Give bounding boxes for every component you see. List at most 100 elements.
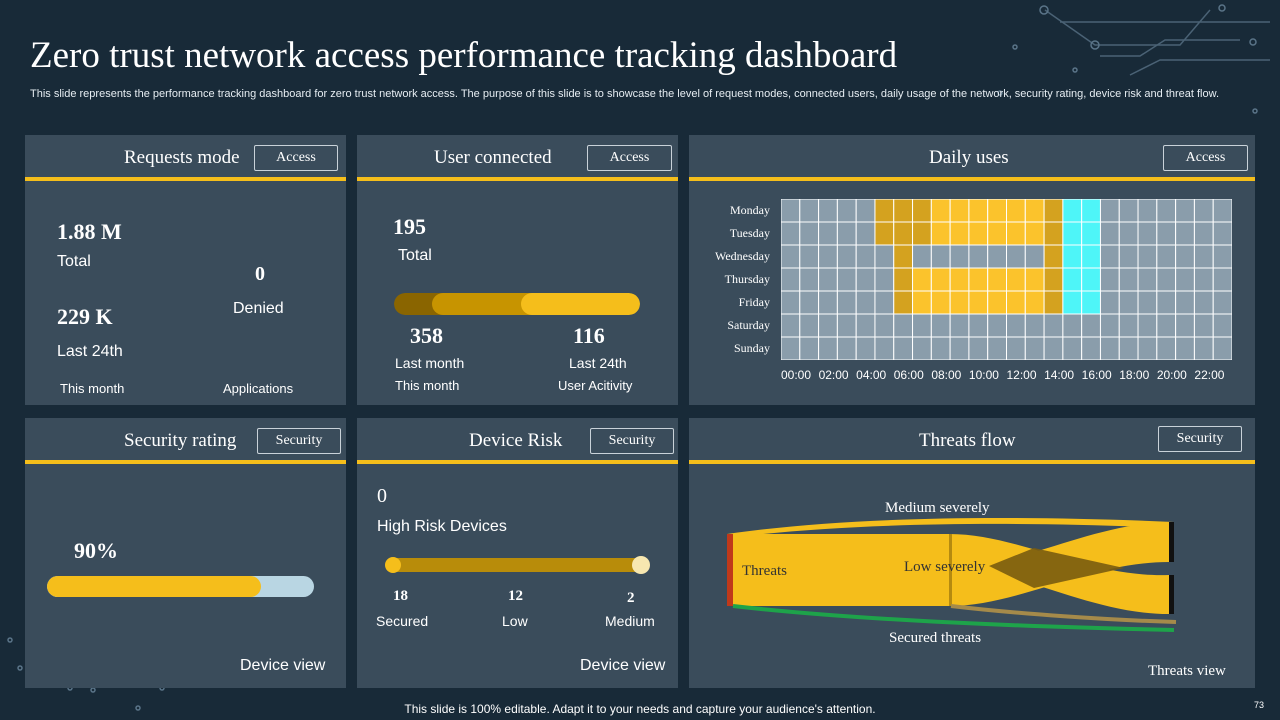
last24-users-value: 116	[573, 323, 605, 348]
heatmap-cell	[855, 336, 876, 360]
heatmap-cell	[1043, 336, 1064, 360]
access-button[interactable]: Access	[1163, 145, 1248, 171]
heatmap-cell	[1212, 313, 1232, 338]
heatmap-cell	[949, 290, 970, 315]
heatmap-cell	[1024, 221, 1045, 246]
heatmap-cell	[1118, 313, 1139, 338]
device-view-label[interactable]: Device view	[580, 657, 666, 674]
heatmap-cell	[799, 313, 820, 338]
heatmap-cell	[1006, 199, 1026, 223]
heatmap-cell	[1043, 199, 1064, 223]
slider-end-handle[interactable]	[632, 556, 650, 574]
heatmap-cell	[1193, 199, 1214, 223]
heatmap-cell	[855, 244, 876, 269]
heatmap-cell	[1062, 199, 1083, 223]
heatmap-cell	[855, 313, 876, 338]
heatmap-cell	[1081, 221, 1101, 246]
heatmap-cell	[930, 267, 951, 292]
heatmap-cell	[1024, 313, 1045, 338]
heatmap-cell	[818, 244, 838, 269]
heatmap-cell	[1175, 336, 1195, 360]
heatmap-hour-label: 06:00	[893, 368, 924, 382]
heatmap-cell	[1024, 336, 1045, 360]
medium-value: 2	[627, 590, 635, 606]
low-flow-overlap	[989, 548, 1124, 588]
security-button[interactable]: Security	[590, 428, 674, 454]
panel-header: User connected Access	[357, 135, 678, 181]
access-button[interactable]: Access	[254, 145, 338, 171]
threats-source-label: Threats	[742, 563, 787, 579]
heatmap-cell	[781, 199, 801, 223]
panel-title: User connected	[434, 147, 552, 168]
heatmap-cell	[949, 199, 970, 223]
heatmap-cell	[1081, 267, 1101, 292]
secured-flow-green	[732, 604, 1175, 632]
heatmap-cell	[781, 267, 801, 292]
heatmap-cell	[836, 221, 857, 246]
threats-view-label[interactable]: Threats view	[1148, 663, 1226, 679]
heatmap-cell	[930, 290, 951, 315]
footer-note: This slide is 100% editable. Adapt it to…	[404, 702, 876, 716]
heatmap-cell	[836, 290, 857, 315]
heatmap-cell	[912, 313, 932, 338]
heatmap-cell	[1175, 313, 1195, 338]
heatmap-cell	[949, 336, 970, 360]
heatmap-cell	[949, 221, 970, 246]
heatmap-cell	[1043, 290, 1064, 315]
heatmap-cell	[799, 221, 820, 246]
heatmap-day-label: Friday	[738, 295, 770, 309]
secured-value: 18	[393, 588, 408, 604]
panel-header: Requests mode Access	[25, 135, 346, 181]
threats-flow-panel: Threats flow Security Threats Medium sev…	[689, 418, 1255, 688]
access-button[interactable]: Access	[587, 145, 672, 171]
heatmap-cell	[1193, 221, 1214, 246]
heatmap-cell	[1043, 221, 1064, 246]
medium-target-node	[1169, 522, 1174, 562]
heatmap-cell	[930, 313, 951, 338]
total-users-value: 195	[393, 214, 426, 239]
heatmap-cell	[912, 267, 932, 292]
last24-requests-value: 229 K	[57, 304, 113, 329]
heatmap-cell	[1156, 199, 1177, 223]
heatmap-cell	[1175, 244, 1195, 269]
heatmap-cell	[1006, 221, 1026, 246]
low-severely-label: Low severely	[904, 559, 986, 575]
heatmap-cell	[836, 244, 857, 269]
heatmap-cell	[1137, 336, 1158, 360]
panel-header: Daily uses Access	[689, 135, 1255, 181]
heatmap-cell	[781, 290, 801, 315]
heatmap-cell	[1156, 336, 1177, 360]
heatmap-cell	[1118, 336, 1139, 360]
high-risk-value: 0	[377, 485, 387, 507]
heatmap-hour-label: 20:00	[1156, 368, 1187, 382]
heatmap-cell	[1024, 199, 1045, 223]
heatmap-hour-label: 08:00	[931, 368, 962, 382]
medium-severely-label: Medium severely	[885, 500, 990, 516]
heatmap-cell	[818, 267, 838, 292]
heatmap-cell	[1137, 244, 1158, 269]
denied-value: 0	[255, 263, 265, 285]
heatmap-cell	[1081, 244, 1101, 269]
heatmap-cell	[1175, 199, 1195, 223]
heatmap-cell	[968, 267, 989, 292]
heatmap-cell	[968, 290, 989, 315]
heatmap-cell	[1099, 290, 1120, 315]
low-value: 12	[508, 588, 523, 604]
heatmap-cell	[1137, 267, 1158, 292]
heatmap-cell	[1212, 267, 1232, 292]
device-view-label[interactable]: Device view	[240, 657, 326, 674]
slider-start-handle[interactable]	[385, 557, 401, 573]
heatmap-cell	[781, 244, 801, 269]
heatmap-cell	[874, 244, 895, 269]
heatmap-cell	[893, 221, 914, 246]
heatmap-cell	[1193, 267, 1214, 292]
heatmap-cell	[1081, 313, 1101, 338]
device-risk-slider-track	[387, 558, 645, 572]
security-button[interactable]: Security	[257, 428, 341, 454]
heatmap-cell	[1099, 221, 1120, 246]
security-button[interactable]: Security	[1158, 426, 1242, 452]
heatmap-cell	[874, 221, 895, 246]
heatmap-cell	[818, 336, 838, 360]
low-target-node	[1169, 575, 1174, 614]
heatmap-cell	[912, 199, 932, 223]
